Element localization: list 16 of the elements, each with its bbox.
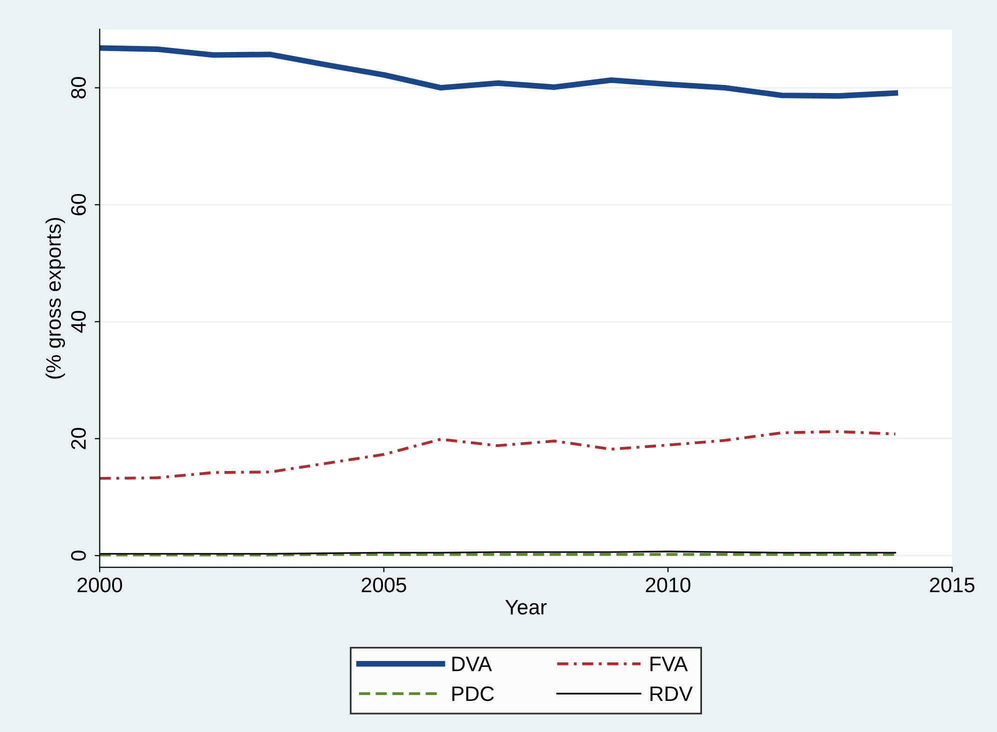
- legend-label: FVA: [650, 656, 688, 672]
- x-axis-title: Year: [505, 600, 547, 615]
- y-tick-label: 80: [71, 76, 86, 98]
- y-tick-label: 0: [71, 550, 86, 561]
- y-tick-label: 40: [71, 310, 86, 333]
- legend-label: DVA: [452, 656, 492, 672]
- line-series: [100, 430, 897, 480]
- x-tick-label: 2015: [930, 578, 974, 592]
- y-tick-label: 60: [71, 194, 86, 216]
- x-tick-label: 2000: [78, 578, 122, 592]
- x-tick-label: 2010: [646, 578, 690, 592]
- y-tick-label: 20: [71, 428, 86, 450]
- legend-label: PDC: [452, 686, 494, 702]
- x-tick-label: 2005: [362, 578, 406, 592]
- legend-label: RDV: [650, 686, 693, 701]
- y-axis-title: (% gross exports): [46, 218, 65, 379]
